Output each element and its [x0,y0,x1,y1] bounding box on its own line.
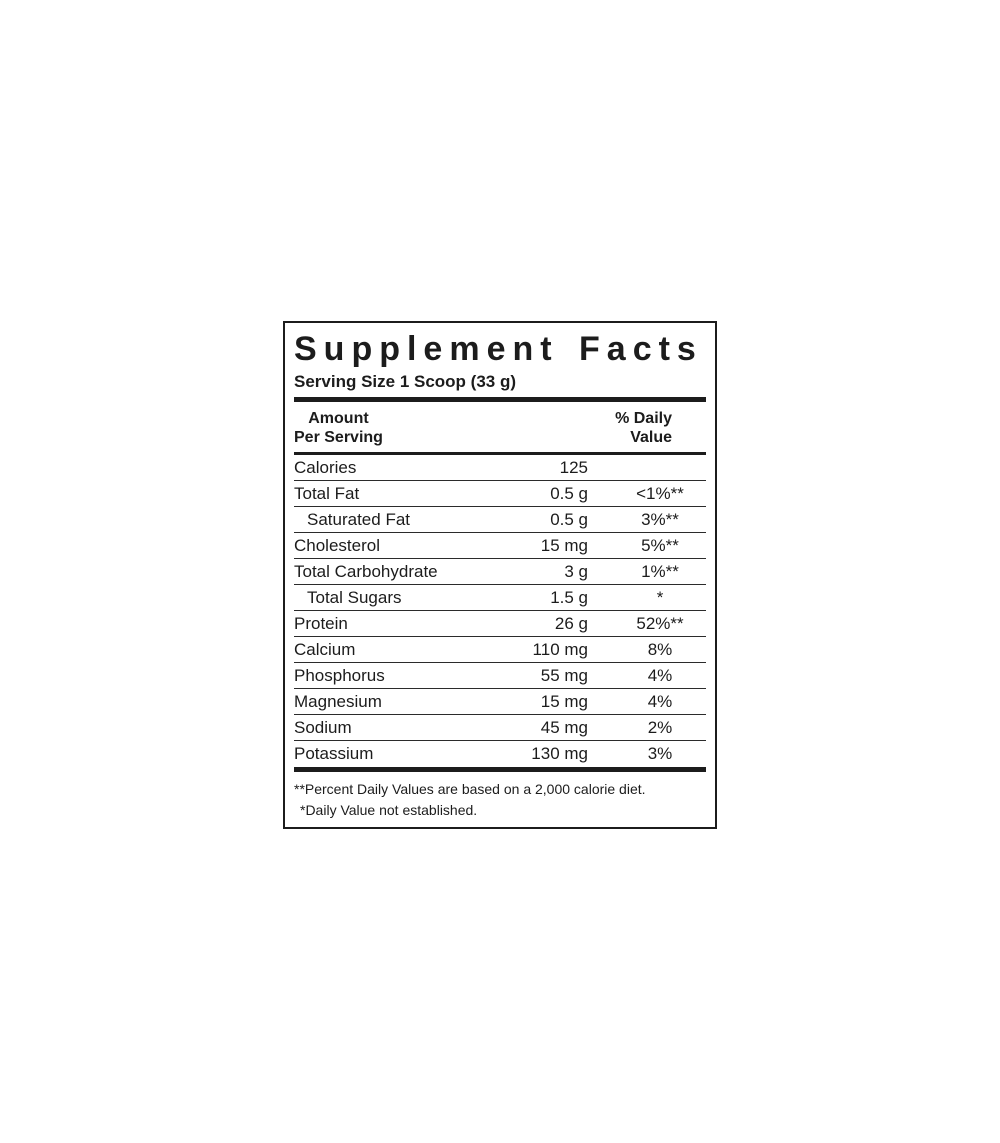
divider-medium [294,452,706,455]
footnotes: **Percent Daily Values are based on a 2,… [294,779,706,821]
table-row: Cholesterol 15 mg 5%** [294,533,706,559]
column-headers: Amount Per Serving % Daily Value [294,402,706,452]
dv-header-line1: % Daily [615,410,672,427]
footnote-percent-dv: **Percent Daily Values are based on a 2,… [294,781,646,797]
nutrient-amount: 26 g [554,613,588,633]
divider-thick-bottom [294,767,706,772]
nutrient-dv: 4% [647,691,673,711]
nutrient-amount: 15 mg [540,535,588,555]
table-row: Potassium 130 mg 3% [294,741,706,767]
nutrient-dv: 52%** [636,613,684,633]
nutrient-dv: 5%** [641,535,679,555]
table-row: Total Fat 0.5 g <1%** [294,481,706,507]
nutrient-name: Phosphorus [294,665,385,685]
footnote-not-established: *Daily Value not established. [300,802,478,818]
table-row: Protein 26 g 52%** [294,611,706,637]
nutrient-name: Total Sugars [307,587,402,607]
nutrient-name: Saturated Fat [307,509,411,529]
table-row: Total Sugars 1.5 g * [294,585,706,611]
table-row: Saturated Fat 0.5 g 3%** [294,507,706,533]
supplement-facts-label: Supplement Facts Serving Size 1 Scoop (3… [283,321,717,829]
nutrient-dv: 8% [647,639,673,659]
nutrient-amount: 45 mg [540,717,588,737]
table-row: Sodium 45 mg 2% [294,715,706,741]
percent-daily-value-header: % Daily Value [615,409,672,447]
nutrient-amount: 0.5 g [550,509,588,529]
table-row: Phosphorus 55 mg 4% [294,663,706,689]
nutrient-amount: 15 mg [540,691,588,711]
nutrient-name: Magnesium [294,691,382,711]
nutrient-dv: * [656,587,664,607]
amount-header-line1: Amount [308,410,369,427]
nutrient-name: Calories [294,457,357,477]
serving-size: Serving Size 1 Scoop (33 g) [294,372,517,391]
nutrient-amount: 55 mg [540,665,588,685]
amount-per-serving-header: Amount Per Serving [294,409,383,447]
nutrient-dv: 2% [647,717,673,737]
dv-header-line2: Value [630,429,672,446]
nutrient-dv: 1%** [641,561,679,581]
nutrient-dv: 3%** [641,509,679,529]
nutrient-amount: 0.5 g [550,483,588,503]
amount-header-line2: Per Serving [294,429,383,446]
nutrient-amount: 1.5 g [550,587,588,607]
nutrient-dv: <1%** [636,483,684,503]
nutrient-name: Total Carbohydrate [294,561,438,581]
label-title: Supplement Facts [294,330,703,368]
table-row: Total Carbohydrate 3 g 1%** [294,559,706,585]
nutrient-amount: 110 mg [532,639,588,659]
divider-thick-top [294,397,706,402]
nutrient-name: Potassium [294,744,374,763]
table-row: Calcium 110 mg 8% [294,637,706,663]
nutrient-name: Calcium [294,639,356,659]
nutrient-name: Cholesterol [294,535,380,555]
nutrient-name: Sodium [294,717,352,737]
nutrient-dv: 3% [647,744,673,763]
nutrient-name: Protein [294,613,348,633]
facts-table: Calories 125 Total Fat 0.5 g <1%** Satur… [294,455,706,767]
table-row: Calories 125 [294,455,706,481]
nutrient-dv: 4% [647,665,673,685]
nutrient-amount: 130 mg [531,744,588,763]
nutrient-amount: 125 [559,457,588,477]
table-row: Magnesium 15 mg 4% [294,689,706,715]
nutrient-amount: 3 g [564,561,588,581]
nutrient-name: Total Fat [294,483,360,503]
